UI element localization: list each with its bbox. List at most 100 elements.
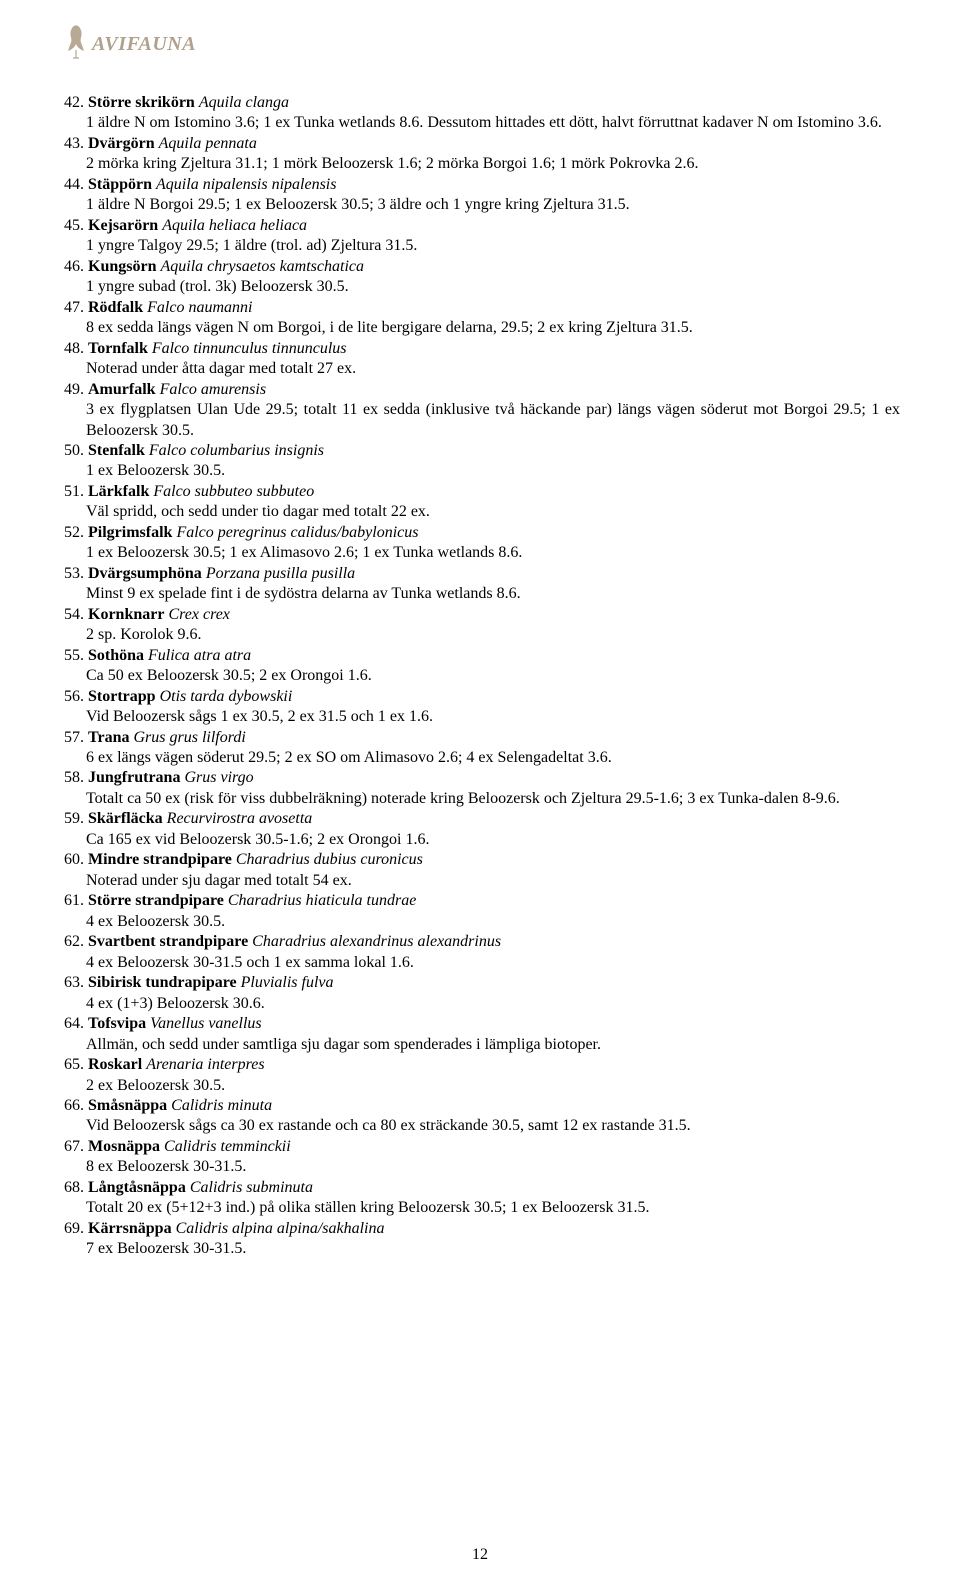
page-header: AVIFAUNA xyxy=(64,24,900,65)
entry-number: 46. xyxy=(64,258,84,275)
latin-name: Charadrius dubius curonicus xyxy=(236,851,423,868)
latin-name: Falco naumanni xyxy=(147,299,252,316)
species-entry: 59. Skärfläcka Recurvirostra avosettaCa … xyxy=(64,809,900,850)
latin-name: Aquila chrysaetos kamtschatica xyxy=(160,258,364,275)
entry-number: 51. xyxy=(64,483,84,500)
entry-detail: 6 ex längs vägen söderut 29.5; 2 ex SO o… xyxy=(86,748,900,768)
brand-logo: AVIFAUNA xyxy=(92,33,196,56)
entry-number: 68. xyxy=(64,1179,84,1196)
latin-name: Grus grus lilfordi xyxy=(133,729,245,746)
entry-number: 69. xyxy=(64,1220,84,1237)
latin-name: Falco columbarius insignis xyxy=(149,442,324,459)
species-entry: 44. Stäppörn Aquila nipalensis nipalensi… xyxy=(64,175,900,216)
entry-heading: 59. Skärfläcka Recurvirostra avosetta xyxy=(64,809,900,829)
swedish-name: Mosnäppa xyxy=(88,1138,160,1155)
entry-number: 64. xyxy=(64,1015,84,1032)
entry-heading: 64. Tofsvipa Vanellus vanellus xyxy=(64,1014,900,1034)
entry-detail: 7 ex Beloozersk 30-31.5. xyxy=(86,1239,900,1259)
latin-name: Fulica atra atra xyxy=(148,647,251,664)
swedish-name: Tornfalk xyxy=(88,340,148,357)
entry-number: 48. xyxy=(64,340,84,357)
entry-heading: 60. Mindre strandpipare Charadrius dubiu… xyxy=(64,850,900,870)
entry-number: 65. xyxy=(64,1056,84,1073)
entry-heading: 50. Stenfalk Falco columbarius insignis xyxy=(64,441,900,461)
entry-number: 63. xyxy=(64,974,84,991)
swedish-name: Skärfläcka xyxy=(88,810,163,827)
latin-name: Recurvirostra avosetta xyxy=(167,810,313,827)
entry-detail: Vid Beloozersk sågs ca 30 ex rastande oc… xyxy=(86,1116,900,1136)
entry-heading: 65. Roskarl Arenaria interpres xyxy=(64,1055,900,1075)
swedish-name: Kornknarr xyxy=(88,606,164,623)
latin-name: Vanellus vanellus xyxy=(150,1015,262,1032)
species-entry: 57. Trana Grus grus lilfordi 6 ex längs v… xyxy=(64,728,900,769)
entry-heading: 45. Kejsarörn Aquila heliaca heliaca xyxy=(64,216,900,236)
species-entry: 58. Jungfrutrana Grus virgoTotalt ca 50 … xyxy=(64,768,900,809)
entry-heading: 62. Svartbent strandpipare Charadrius al… xyxy=(64,932,900,952)
entry-heading: 43. Dvärgörn Aquila pennata xyxy=(64,134,900,154)
latin-name: Arenaria interpres xyxy=(146,1056,264,1073)
entry-number: 49. xyxy=(64,381,84,398)
entry-number: 61. xyxy=(64,892,84,909)
species-entry: 43. Dvärgörn Aquila pennata2 mörka kring… xyxy=(64,134,900,175)
species-entry: 54. Kornknarr Crex crex2 sp. Korolok 9.6… xyxy=(64,605,900,646)
entry-number: 60. xyxy=(64,851,84,868)
species-entry: 67. Mosnäppa Calidris temminckii8 ex Bel… xyxy=(64,1137,900,1178)
swedish-name: Trana xyxy=(88,729,129,746)
entry-number: 45. xyxy=(64,217,84,234)
entry-detail: 1 äldre N om Istomino 3.6; 1 ex Tunka we… xyxy=(86,113,900,133)
entry-detail: Allmän, och sedd under samtliga sju daga… xyxy=(86,1035,900,1055)
entry-detail: Totalt 20 ex (5+12+3 ind.) på olika stäl… xyxy=(86,1198,900,1218)
document-page: AVIFAUNA 42. Större skrikörn Aquila clan… xyxy=(0,0,960,1578)
latin-name: Aquila nipalensis nipalensis xyxy=(156,176,336,193)
entry-heading: 53. Dvärgsumphöna Porzana pusilla pusill… xyxy=(64,564,900,584)
entry-heading: 46. Kungsörn Aquila chrysaetos kamtschat… xyxy=(64,257,900,277)
entry-heading: 63. Sibirisk tundrapipare Pluvialis fulv… xyxy=(64,973,900,993)
species-entry: 49. Amurfalk Falco amurensis3 ex flygpla… xyxy=(64,380,900,441)
entry-detail: Totalt ca 50 ex (risk för viss dubbelräk… xyxy=(86,789,900,809)
entry-detail: Minst 9 ex spelade fint i de sydöstra de… xyxy=(86,584,900,604)
entry-detail: 4 ex (1+3) Beloozersk 30.6. xyxy=(86,994,900,1014)
latin-name: Calidris alpina alpina/sakhalina xyxy=(176,1220,385,1237)
entry-detail: 1 äldre N Borgoi 29.5; 1 ex Beloozersk 3… xyxy=(86,195,900,215)
entry-heading: 66. Småsnäppa Calidris minuta xyxy=(64,1096,900,1116)
entry-detail: Ca 50 ex Beloozersk 30.5; 2 ex Orongoi 1… xyxy=(86,666,900,686)
species-entry: 61. Större strandpipare Charadrius hiati… xyxy=(64,891,900,932)
entry-detail: 4 ex Beloozersk 30-31.5 och 1 ex samma l… xyxy=(86,953,900,973)
swedish-name: Sibirisk tundrapipare xyxy=(88,974,237,991)
latin-name: Calidris temminckii xyxy=(164,1138,291,1155)
entry-number: 50. xyxy=(64,442,84,459)
species-list: 42. Större skrikörn Aquila clanga1 äldre… xyxy=(64,93,900,1260)
latin-name: Charadrius alexandrinus alexandrinus xyxy=(252,933,501,950)
entry-heading: 67. Mosnäppa Calidris temminckii xyxy=(64,1137,900,1157)
swedish-name: Lärkfalk xyxy=(88,483,149,500)
latin-name: Crex crex xyxy=(168,606,229,623)
entry-heading: 68. Långtåsnäppa Calidris subminuta xyxy=(64,1178,900,1198)
species-entry: 47. Rödfalk Falco naumanni8 ex sedda län… xyxy=(64,298,900,339)
species-entry: 42. Större skrikörn Aquila clanga1 äldre… xyxy=(64,93,900,134)
latin-name: Calidris minuta xyxy=(171,1097,272,1114)
entry-detail: 8 ex sedda längs vägen N om Borgoi, i de… xyxy=(86,318,900,338)
swedish-name: Större strandpipare xyxy=(88,892,224,909)
bird-icon xyxy=(64,24,92,65)
entry-detail: 2 sp. Korolok 9.6. xyxy=(86,625,900,645)
entry-detail: 1 yngre Talgoy 29.5; 1 äldre (trol. ad) … xyxy=(86,236,900,256)
entry-number: 57. xyxy=(64,729,84,746)
entry-heading: 49. Amurfalk Falco amurensis xyxy=(64,380,900,400)
swedish-name: Rödfalk xyxy=(88,299,143,316)
entry-heading: 48. Tornfalk Falco tinnunculus tinnuncul… xyxy=(64,339,900,359)
latin-name: Falco peregrinus calidus/babylonicus xyxy=(176,524,418,541)
species-entry: 53. Dvärgsumphöna Porzana pusilla pusill… xyxy=(64,564,900,605)
entry-heading: 56. Stortrapp Otis tarda dybowskii xyxy=(64,687,900,707)
entry-heading: 47. Rödfalk Falco naumanni xyxy=(64,298,900,318)
swedish-name: Stenfalk xyxy=(88,442,145,459)
entry-detail: Vid Beloozersk sågs 1 ex 30.5, 2 ex 31.5… xyxy=(86,707,900,727)
entry-heading: 61. Större strandpipare Charadrius hiati… xyxy=(64,891,900,911)
species-entry: 55. Sothöna Fulica atra atraCa 50 ex Bel… xyxy=(64,646,900,687)
entry-heading: 54. Kornknarr Crex crex xyxy=(64,605,900,625)
entry-detail: 2 ex Beloozersk 30.5. xyxy=(86,1076,900,1096)
entry-number: 67. xyxy=(64,1138,84,1155)
latin-name: Grus virgo xyxy=(184,769,253,786)
species-entry: 62. Svartbent strandpipare Charadrius al… xyxy=(64,932,900,973)
swedish-name: Stortrapp xyxy=(88,688,156,705)
species-entry: 68. Långtåsnäppa Calidris subminutaTotal… xyxy=(64,1178,900,1219)
